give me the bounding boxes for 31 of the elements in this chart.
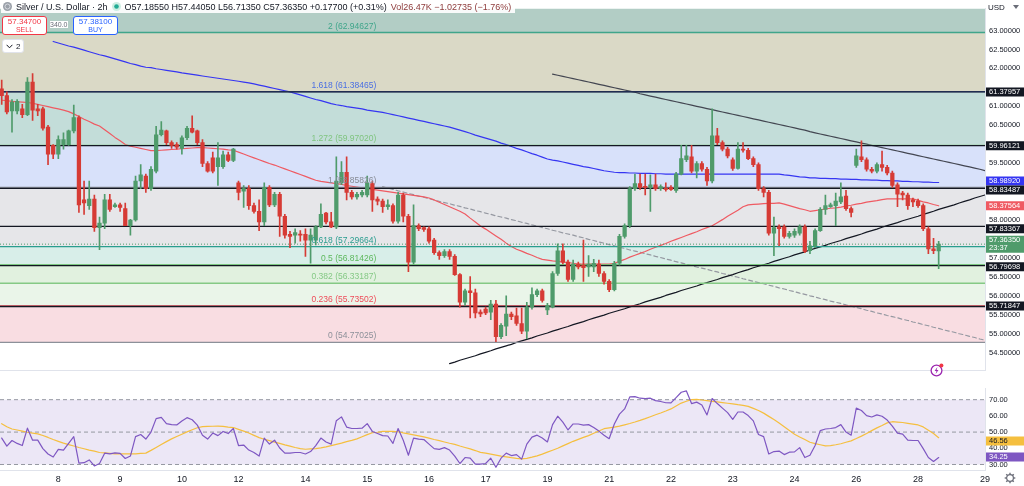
x-tick-label: 21	[604, 473, 615, 484]
annotation: 2 (62.94627)	[328, 20, 377, 31]
dropdown-button: 2	[2, 39, 25, 53]
annotation: 2	[16, 41, 21, 51]
annotation: 0.236 (55.73502)	[311, 293, 377, 304]
x-tick-label: 14	[300, 473, 311, 484]
x-tick-label: 26	[851, 473, 862, 484]
x-tick-label: 16	[423, 473, 435, 484]
annotation: 0.382 (56.33187)	[311, 271, 377, 282]
x-tick-label: 19	[542, 473, 553, 484]
x-tick-label: 29	[979, 473, 991, 484]
x-tick-label: 23	[727, 473, 738, 484]
x-tick-label: 12	[233, 473, 244, 484]
y-axis-title: USD	[988, 2, 1005, 12]
annotation: 1.272 (59.97020)	[311, 133, 377, 144]
x-tick-label: 15	[362, 473, 373, 484]
chart-subtitle: O57.18550 H57.44050 L56.71350 C57.36350 +0.17700 (+0.31%)	[124, 1, 387, 12]
x-tick-label: 24	[789, 473, 800, 484]
annotation: 1.618 (61.38465)	[311, 79, 377, 90]
annotation: Vol26.47K −1.02735 (−1.76%)	[390, 1, 512, 12]
annotation: 0.5 (56.81426)	[320, 252, 377, 263]
annotation: 0 (54.77025)	[328, 330, 377, 341]
x-tick-label: 9	[117, 473, 123, 484]
annotation: 57.34700	[6, 17, 43, 26]
x-tick-label: 22	[665, 473, 676, 484]
annotation: 57.38100	[77, 17, 114, 26]
x-tick-label: 17	[480, 473, 491, 484]
chart-title: Silver / U.S. Dollar · 2h	[16, 1, 108, 12]
x-tick-label: 10	[176, 473, 187, 484]
x-tick-label: 28	[913, 473, 924, 484]
x-tick-label: 8	[55, 473, 61, 484]
